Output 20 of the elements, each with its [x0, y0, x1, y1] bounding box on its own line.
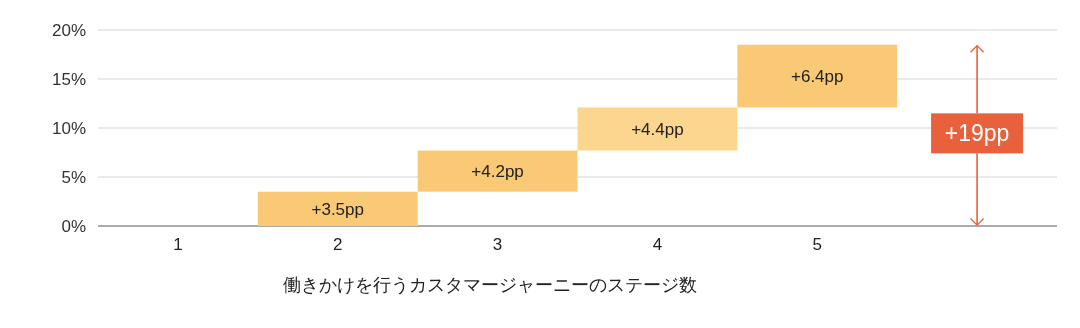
x-tick-label: 4: [652, 235, 663, 254]
bar: [737, 44, 898, 108]
y-tick-label: 15%: [51, 70, 86, 89]
y-tick-label: 5%: [61, 168, 86, 187]
bar: [577, 107, 738, 151]
y-tick-label: 20%: [51, 21, 86, 40]
data-label: +4.2pp: [471, 162, 524, 182]
bar: [417, 150, 578, 192]
data-label: +3.5pp: [311, 199, 364, 219]
x-tick-label: 2: [333, 235, 343, 254]
x-tick-label: 1: [173, 235, 183, 254]
x-axis-title: 働きかけを行うカスタマージャーニーのステージ数: [283, 275, 697, 295]
x-tick-label: 5: [812, 235, 822, 254]
data-label: +6.4pp: [791, 67, 844, 87]
y-tick-label: 0%: [61, 217, 86, 236]
data-label: +4.4pp: [631, 119, 684, 139]
y-tick-label: 10%: [51, 119, 86, 138]
x-tick-label: 3: [492, 235, 503, 254]
bar: [257, 191, 418, 226]
annotation: +19pp: [944, 120, 1010, 147]
